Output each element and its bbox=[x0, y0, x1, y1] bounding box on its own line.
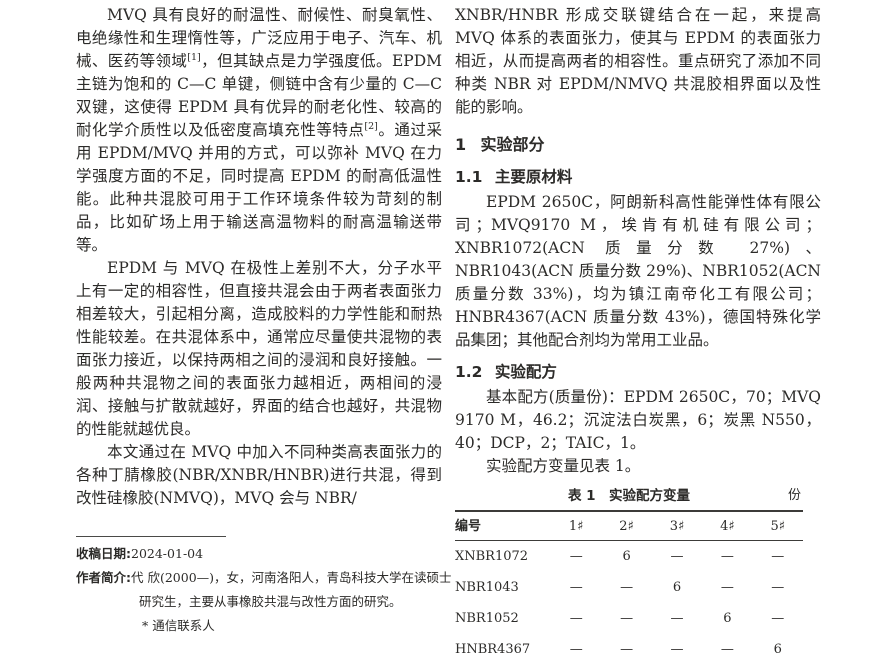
table-caption-title: 实验配方变量 bbox=[609, 488, 691, 504]
paragraph-compatibility: EPDM 与 MVQ 在极性上差别不大，分子水平上有一定的相容性，但直接共混会由… bbox=[76, 259, 442, 438]
table-header-cell: 3♯ bbox=[651, 511, 703, 541]
section-heading-1-1: 1.1 主要原材料 bbox=[455, 165, 821, 189]
footnote-block: 收稿日期:2024-01-04 作者简介:代 欣(2000—)，女，河南洛阳人，… bbox=[76, 536, 454, 638]
left-column: MVQ 具有良好的耐温性、耐候性、耐臭氧性、电绝缘性和生理惰性等，广泛应用于电子… bbox=[76, 4, 442, 510]
table-header-cell: 2♯ bbox=[601, 511, 652, 541]
table-header-cell: 4♯ bbox=[702, 511, 753, 541]
table-cell: HNBR4367 bbox=[455, 642, 531, 657]
table-cell: — bbox=[771, 580, 785, 595]
table-cell: — bbox=[620, 611, 634, 626]
table-cell: NBR1052 bbox=[455, 611, 519, 626]
section-number: 1 bbox=[455, 135, 467, 154]
paragraph-approach: 本文通过在 MVQ 中加入不同种类高表面张力的各种丁腈橡胶(NBR/XNBR/H… bbox=[76, 443, 442, 507]
right-column: XNBR/HNBR 形成交联键结合在一起，来提高 MVQ 体系的表面张力，使其与… bbox=[455, 4, 821, 663]
received-date-label: 收稿日期: bbox=[76, 546, 131, 561]
section-title: 实验部分 bbox=[480, 135, 545, 154]
table-header-cell: 5♯ bbox=[752, 511, 803, 541]
table-row: HNBR4367 — — — — 6 bbox=[455, 634, 803, 663]
paragraph-materials: EPDM 2650C，阿朗新科高性能弹性体有限公司；MVQ9170 M，埃肯有机… bbox=[455, 193, 821, 349]
paragraph-mvq-intro: MVQ 具有良好的耐温性、耐候性、耐臭氧性、电绝缘性和生理惰性等，广泛应用于电子… bbox=[76, 4, 442, 257]
paragraph-continuation: XNBR/HNBR 形成交联键结合在一起，来提高 MVQ 体系的表面张力，使其与… bbox=[455, 6, 821, 116]
table-cell: — bbox=[569, 549, 583, 564]
author-bio-value: 代 欣(2000—)，女，河南洛阳人，青岛科技大学在读硕士研究生，主要从事橡胶共… bbox=[131, 570, 452, 609]
author-bio-line: 作者简介:代 欣(2000—)，女，河南洛阳人，青岛科技大学在读硕士研究生，主要… bbox=[76, 566, 454, 614]
paragraph-text: ，但其缺点是力学强度低。EPDM 主链为饱和的 C—C 单键，侧链中含有少量的 … bbox=[76, 52, 442, 139]
table-cell: — bbox=[569, 580, 583, 595]
table-row: NBR1043 — — 6 — — bbox=[455, 572, 803, 603]
table-cell: — bbox=[569, 611, 583, 626]
citation-ref-2: [2] bbox=[364, 120, 378, 132]
table-cell: 6 bbox=[622, 549, 631, 564]
table-cell: — bbox=[720, 580, 734, 595]
paragraph-table-reference: 实验配方变量见表 1。 bbox=[486, 457, 641, 475]
table-cell: — bbox=[670, 611, 684, 626]
table-cell: — bbox=[569, 642, 583, 657]
table-unit-label: 份 bbox=[787, 488, 801, 503]
formulation-variables-table: 编号 1♯ 2♯ 3♯ 4♯ 5♯ XNBR1072 — 6 — — — bbox=[455, 510, 803, 663]
corresponding-author-line: * 通信联系人 bbox=[142, 618, 215, 633]
table-cell: NBR1043 bbox=[455, 580, 519, 595]
footnote-divider bbox=[76, 536, 226, 537]
table-header-cell: 编号 bbox=[455, 511, 551, 541]
table-header-row: 编号 1♯ 2♯ 3♯ 4♯ 5♯ bbox=[455, 511, 803, 541]
citation-ref-1: [1] bbox=[187, 51, 201, 63]
table-cell: — bbox=[620, 580, 634, 595]
table-header-cell: 1♯ bbox=[551, 511, 602, 541]
table-cell: 6 bbox=[672, 580, 682, 595]
section-number: 1.2 bbox=[455, 363, 483, 381]
table-cell: — bbox=[771, 549, 785, 564]
received-date-value: 2024-01-04 bbox=[131, 546, 204, 561]
author-bio-label: 作者简介: bbox=[76, 570, 131, 585]
table-cell: — bbox=[720, 549, 734, 564]
section-title: 实验配方 bbox=[494, 363, 557, 381]
section-heading-1-2: 1.2 实验配方 bbox=[455, 360, 821, 384]
paragraph-text: 。通过采用 EPDM/MVQ 并用的方式，可以弥补 MVQ 在力学强度方面的不足… bbox=[76, 121, 442, 254]
section-number: 1.1 bbox=[455, 168, 483, 186]
table-row: XNBR1072 — 6 — — — bbox=[455, 541, 803, 573]
table-cell: — bbox=[620, 642, 634, 657]
section-title: 主要原材料 bbox=[494, 168, 573, 186]
table-caption: 表 1 实验配方变量 份 bbox=[455, 484, 803, 508]
table-cell: 6 bbox=[723, 611, 732, 626]
paragraph-base-formula: 基本配方(质量份)：EPDM 2650C，70；MVQ 9170 M，46.2；… bbox=[455, 388, 821, 452]
received-date-line: 收稿日期:2024-01-04 bbox=[76, 542, 454, 566]
table-row: NBR1052 — — — 6 — bbox=[455, 603, 803, 634]
table-cell: — bbox=[670, 642, 684, 657]
table-cell: — bbox=[720, 642, 734, 657]
table-cell: — bbox=[771, 611, 785, 626]
section-heading-1: 1 实验部分 bbox=[455, 132, 821, 157]
table-caption-label: 表 1 bbox=[567, 488, 596, 504]
table-cell: — bbox=[670, 549, 684, 564]
table-cell: XNBR1072 bbox=[455, 549, 529, 564]
paragraph-text: MVQ 具有良好的耐温性、耐候性、耐臭氧性、电绝缘性和生理惰性等，广泛应用于电子… bbox=[76, 6, 442, 70]
table-cell: 6 bbox=[773, 642, 782, 657]
